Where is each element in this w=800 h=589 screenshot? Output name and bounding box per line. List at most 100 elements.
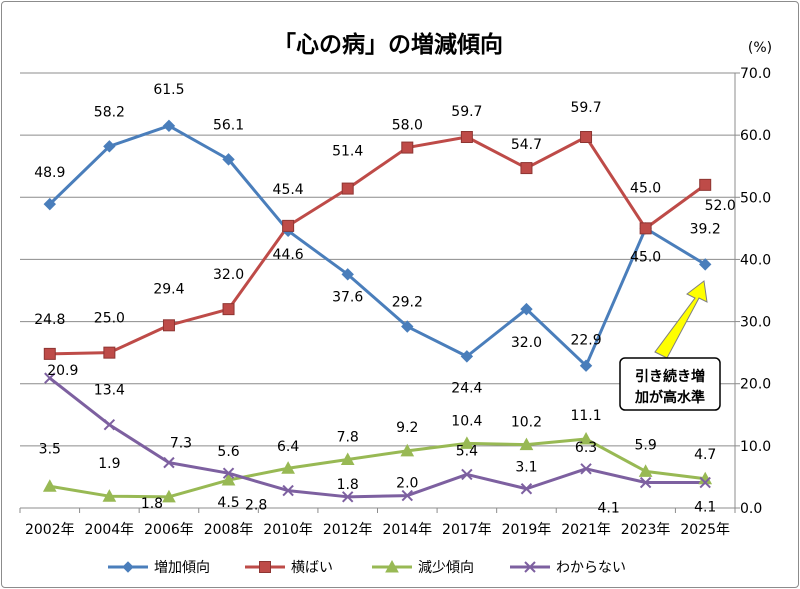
marker-stroke bbox=[103, 419, 116, 431]
data-label: 24.8 bbox=[34, 312, 65, 328]
series-line bbox=[49, 437, 706, 499]
data-point bbox=[103, 419, 116, 431]
data-label: 61.5 bbox=[153, 82, 184, 98]
data-point bbox=[340, 452, 355, 466]
data-point bbox=[282, 484, 294, 497]
data-point bbox=[461, 468, 473, 481]
data-label: 3.1 bbox=[515, 460, 537, 476]
data-label: 59.7 bbox=[451, 104, 482, 120]
data-point bbox=[43, 347, 56, 360]
legend-item: 増加傾向 bbox=[108, 560, 210, 576]
x-tick-label: 2006年 bbox=[144, 522, 194, 538]
data-point bbox=[341, 268, 354, 281]
marker-stroke bbox=[282, 484, 294, 497]
marker-stroke bbox=[639, 476, 652, 489]
data-point bbox=[162, 489, 176, 503]
legend-label: 減少傾向 bbox=[418, 559, 474, 576]
data-label: 4.1 bbox=[694, 500, 716, 516]
data-point bbox=[400, 443, 415, 457]
data-label: 6.3 bbox=[575, 440, 597, 456]
data-label: 29.4 bbox=[153, 281, 184, 297]
series-markers bbox=[42, 119, 713, 503]
marker-stroke bbox=[699, 476, 711, 489]
data-point bbox=[579, 359, 593, 372]
series-line bbox=[48, 376, 706, 499]
y-tick-label: 60.0 bbox=[740, 128, 771, 144]
marker-stroke bbox=[342, 491, 354, 503]
data-point bbox=[281, 461, 295, 474]
legend-label: わからない bbox=[556, 560, 626, 576]
data-label: 39.2 bbox=[690, 221, 721, 237]
data-label: 54.7 bbox=[511, 137, 542, 153]
data-label: 7.3 bbox=[170, 436, 192, 452]
data-label: 11.1 bbox=[570, 408, 601, 424]
legend-item: 横ばい bbox=[245, 560, 333, 576]
x-tick-label: 2010年 bbox=[263, 522, 313, 538]
legend-item: わからない bbox=[510, 560, 626, 576]
data-point bbox=[460, 436, 474, 449]
marker-stroke bbox=[524, 561, 536, 573]
marker-stroke bbox=[580, 463, 592, 475]
series-line bbox=[49, 135, 707, 356]
legend-label: 横ばい bbox=[291, 560, 333, 576]
data-point bbox=[102, 489, 117, 502]
y-axis-unit: (%) bbox=[748, 40, 772, 56]
y-tick-label: 0.0 bbox=[740, 501, 762, 517]
axes bbox=[19, 72, 740, 513]
data-label: 10.2 bbox=[511, 415, 542, 431]
data-point bbox=[385, 559, 399, 573]
data-point bbox=[520, 302, 533, 316]
annotation-box bbox=[619, 357, 721, 411]
data-point bbox=[163, 456, 175, 469]
marker-stroke bbox=[461, 468, 473, 481]
data-point bbox=[122, 561, 134, 573]
y-tick-label: 20.0 bbox=[740, 377, 771, 393]
data-label: 45.0 bbox=[630, 180, 661, 196]
data-label: 52.0 bbox=[705, 198, 736, 214]
data-point bbox=[580, 463, 592, 475]
y-tick-label: 10.0 bbox=[740, 439, 771, 455]
data-label: 59.7 bbox=[570, 100, 601, 116]
data-point bbox=[103, 346, 116, 359]
data-label: 5.6 bbox=[217, 444, 239, 460]
marker-stroke bbox=[44, 372, 56, 384]
data-point bbox=[699, 178, 712, 191]
data-label: 48.9 bbox=[34, 165, 65, 181]
annotation-text: 加が高水準 bbox=[634, 389, 705, 406]
data-label: 44.6 bbox=[273, 247, 304, 263]
data-point bbox=[699, 258, 712, 271]
x-tick-label: 2019年 bbox=[502, 522, 552, 538]
x-tick-label: 2002年 bbox=[25, 522, 75, 538]
data-label: 32.0 bbox=[213, 267, 244, 283]
x-tick-label: 2021年 bbox=[561, 522, 611, 538]
y-tick-label: 50.0 bbox=[740, 190, 771, 206]
data-label: 56.1 bbox=[213, 117, 244, 133]
data-point bbox=[401, 489, 413, 502]
x-tick-label: 2008年 bbox=[204, 522, 254, 538]
data-label: 2.0 bbox=[396, 476, 418, 492]
annotation-arrow bbox=[654, 280, 708, 359]
data-point bbox=[103, 140, 116, 153]
data-point bbox=[341, 182, 354, 195]
data-label: 13.4 bbox=[94, 383, 125, 399]
data-point bbox=[222, 467, 235, 479]
data-label: 29.2 bbox=[392, 295, 423, 311]
data-label: 58.0 bbox=[392, 118, 423, 134]
x-tick-labels: 2002年 2004年 2006年 2008年 2010年 2012年 2014年 2017年… bbox=[25, 522, 730, 538]
x-tick-label: 2012年 bbox=[323, 522, 373, 538]
data-point bbox=[524, 561, 536, 573]
data-point bbox=[222, 153, 235, 166]
legend-label: 増加傾向 bbox=[154, 560, 210, 576]
data-point bbox=[639, 222, 652, 235]
data-labels: 48.9 58.2 61.5 56.1 44.6 37.6 29.2 24.4 32.0 22.9… bbox=[34, 82, 736, 517]
data-point bbox=[401, 141, 414, 154]
data-label: 1.8 bbox=[141, 496, 163, 512]
data-label: 22.9 bbox=[570, 333, 601, 349]
data-point bbox=[162, 119, 176, 133]
data-label: 37.6 bbox=[332, 289, 363, 305]
data-point bbox=[460, 131, 473, 144]
marker-stroke bbox=[520, 483, 533, 495]
data-label: 24.4 bbox=[451, 380, 482, 396]
